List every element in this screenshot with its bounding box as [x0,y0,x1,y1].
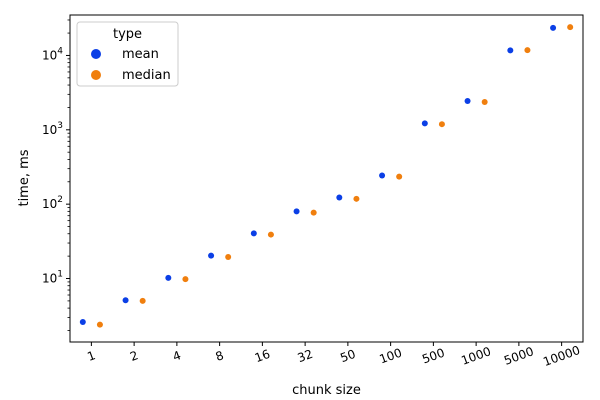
x-tick-label: 1 [85,348,97,364]
x-tick-label: 5000 [502,344,535,368]
data-point-median [225,253,232,260]
data-point-mean [165,274,172,281]
y-tick-label: 104 [42,46,63,62]
legend: type mean median [76,21,179,87]
data-point-median [353,195,360,202]
x-tick-label: 1000 [459,344,492,368]
data-point-mean [379,172,386,179]
y-tick-label: 101 [42,270,63,286]
data-point-median [481,98,488,105]
x-tick-label: 2 [128,348,140,364]
y-axis-title: time, ms [17,149,32,206]
data-point-mean [79,319,86,326]
data-point-median [139,297,146,304]
data-point-mean [208,252,215,259]
plot-frame [69,14,584,343]
data-point-median [396,173,403,180]
data-point-median [567,24,574,31]
data-point-median [310,209,317,216]
data-point-mean [507,47,514,54]
data-point-mean [122,297,129,304]
y-tick-label: 102 [42,195,63,211]
legend-marker-mean [91,49,101,59]
legend-title: type [113,27,142,42]
data-point-median [438,121,445,128]
data-point-median [96,321,103,328]
data-point-mean [250,230,257,237]
x-axis: 1 2 4 8 16 32 50 100 500 1000 5000 10000 [85,342,582,369]
data-point-mean [336,194,343,201]
data-point-median [524,47,531,54]
legend-box [76,21,179,87]
data-point-median [267,231,274,238]
legend-label-median: median [122,68,171,83]
x-tick-label: 16 [253,347,272,365]
x-tick-label: 50 [338,347,357,365]
x-tick-label: 8 [214,348,226,364]
x-tick-label: 100 [377,346,403,367]
legend-marker-median [91,70,101,80]
plot-area [79,24,574,328]
x-tick-label: 10000 [541,343,582,369]
y-axis: 101 102 103 104 [42,19,70,331]
data-point-mean [293,208,300,215]
y-tick-label: 103 [42,121,63,137]
data-point-mean [550,24,557,31]
data-point-mean [464,98,471,105]
x-tick-label: 32 [296,347,315,365]
legend-label-mean: mean [122,47,159,62]
x-axis-title: chunk size [292,383,361,398]
x-tick-label: 4 [171,348,183,364]
x-tick-label: 500 [420,346,446,367]
data-point-median [182,276,189,283]
data-point-mean [421,120,428,127]
